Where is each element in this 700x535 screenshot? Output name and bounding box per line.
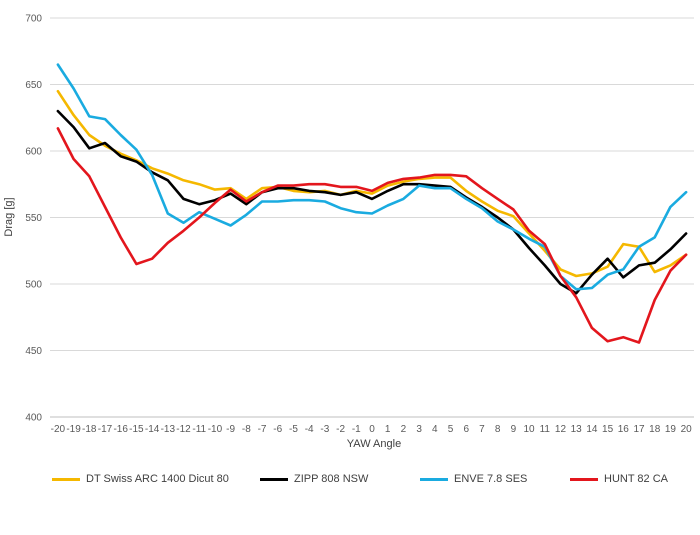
series-line-0 bbox=[56, 89, 688, 278]
x-tick-label: -7 bbox=[258, 424, 267, 435]
series-line-2 bbox=[56, 63, 688, 291]
x-tick-label: -6 bbox=[273, 424, 282, 435]
x-tick-label: 3 bbox=[416, 424, 422, 435]
x-tick-label: 2 bbox=[401, 424, 407, 435]
series-lines bbox=[56, 63, 688, 344]
x-tick-label: -15 bbox=[129, 424, 144, 435]
x-tick-label: -19 bbox=[66, 424, 81, 435]
x-tick-label: 8 bbox=[495, 424, 501, 435]
legend: DT Swiss ARC 1400 Dicut 80 ZIPP 808 NSW … bbox=[52, 471, 692, 487]
legend-label-zipp: ZIPP 808 NSW bbox=[294, 473, 369, 485]
x-tick-label: -12 bbox=[176, 424, 191, 435]
legend-item-hunt: HUNT 82 CA bbox=[570, 471, 668, 487]
x-tick-label: 9 bbox=[511, 424, 517, 435]
x-tick-label: 18 bbox=[649, 424, 661, 435]
x-tick-label: -10 bbox=[208, 424, 223, 435]
gridlines bbox=[50, 17, 694, 351]
x-tick-label: 16 bbox=[618, 424, 630, 435]
x-tick-label: -1 bbox=[352, 424, 361, 435]
legend-item-enve: ENVE 7.8 SES bbox=[420, 471, 527, 487]
x-tick-label: 6 bbox=[463, 424, 469, 435]
x-tick-label: 4 bbox=[432, 424, 438, 435]
x-tick-label: -13 bbox=[161, 424, 176, 435]
x-axis-ticks: -20 -19 -18 -17 -16 -15 -14 -13 -12 -11 -10 -9 -8 -7-… bbox=[51, 424, 693, 435]
x-tick-label: 10 bbox=[524, 424, 536, 435]
y-tick-label: 500 bbox=[25, 280, 42, 291]
x-tick-label: -3 bbox=[320, 424, 329, 435]
x-tick-label: 5 bbox=[448, 424, 454, 435]
legend-item-dt-swiss: DT Swiss ARC 1400 Dicut 80 bbox=[52, 471, 229, 487]
y-tick-label: 650 bbox=[25, 80, 42, 91]
x-tick-label: 14 bbox=[586, 424, 598, 435]
legend-label-dt-swiss: DT Swiss ARC 1400 Dicut 80 bbox=[86, 473, 229, 485]
x-tick-label: 11 bbox=[540, 424, 551, 435]
y-tick-label: 600 bbox=[25, 147, 42, 158]
y-axis-ticks: 400 450 500 550 600 650 700 bbox=[25, 14, 42, 424]
x-tick-label: 12 bbox=[555, 424, 567, 435]
x-tick-label: -8 bbox=[242, 424, 251, 435]
series-line-1 bbox=[56, 109, 688, 295]
legend-label-enve: ENVE 7.8 SES bbox=[454, 473, 528, 485]
x-tick-label: -14 bbox=[145, 424, 160, 435]
x-tick-label: 19 bbox=[665, 424, 677, 435]
x-tick-label: -4 bbox=[305, 424, 314, 435]
x-tick-label: 0 bbox=[369, 424, 375, 435]
y-tick-label: 450 bbox=[25, 346, 42, 357]
legend-swatch-dt-swiss bbox=[52, 477, 80, 481]
legend-swatch-hunt bbox=[570, 477, 598, 481]
x-tick-label: 15 bbox=[602, 424, 614, 435]
x-tick-label: -9 bbox=[226, 424, 235, 435]
x-tick-label: -17 bbox=[98, 424, 113, 435]
x-tick-label: 17 bbox=[633, 424, 645, 435]
x-tick-label: -16 bbox=[113, 424, 128, 435]
x-tick-label: 13 bbox=[571, 424, 583, 435]
x-tick-label: -11 bbox=[192, 424, 206, 435]
legend-label-hunt: HUNT 82 CA bbox=[604, 473, 668, 485]
x-tick-label: 7 bbox=[479, 424, 485, 435]
legend-item-zipp: ZIPP 808 NSW bbox=[260, 471, 368, 487]
y-tick-label: 400 bbox=[25, 413, 42, 424]
series-line-3 bbox=[56, 127, 688, 344]
x-tick-label: -18 bbox=[82, 424, 97, 435]
x-tick-label: 1 bbox=[385, 424, 391, 435]
y-axis-title: Drag [g] bbox=[3, 197, 15, 236]
x-tick-label: 20 bbox=[681, 424, 693, 435]
y-tick-label: 550 bbox=[25, 213, 42, 224]
x-tick-label: -5 bbox=[289, 424, 298, 435]
x-axis-title: YAW Angle bbox=[347, 438, 401, 450]
legend-swatch-zipp bbox=[260, 477, 288, 481]
x-tick-label: -20 bbox=[51, 424, 66, 435]
legend-swatch-enve bbox=[420, 477, 448, 481]
y-tick-label: 700 bbox=[25, 14, 42, 25]
x-tick-label: -2 bbox=[336, 424, 345, 435]
